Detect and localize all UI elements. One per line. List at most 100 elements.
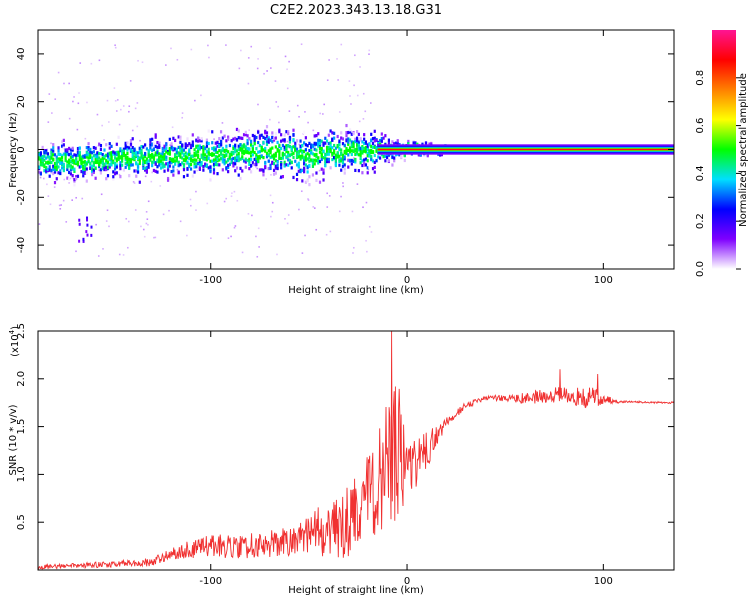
spectrogram-cell [87,159,90,164]
spectrogram-cell [69,148,72,152]
spectrogram-cell [168,209,170,212]
spectrogram-cell [214,157,217,161]
spectrogram-cell [128,158,131,163]
spectrogram-cell [348,158,352,163]
spectrogram-cell [124,165,127,169]
spectrogram-cell [79,62,82,64]
spectrogram-cell [92,164,95,168]
spectrogram-cell [57,71,60,74]
spectrogram-cell [370,138,373,143]
spectrogram-cell [424,141,428,145]
spectrogram-x-tick-label: 0 [404,275,410,286]
spectrogram-cell [101,162,104,166]
spectrogram-cell [297,155,300,159]
spectrogram-cell [82,168,85,172]
spectrogram-cell [241,149,244,153]
spectrogram-cell [340,148,343,152]
spectrogram-cell [251,133,254,138]
spectrogram-cell [76,128,79,131]
spectrogram-cell [170,145,173,150]
spectrogram-cell [126,163,129,167]
spectrogram-cell [54,98,57,100]
spectrogram-cell [75,156,78,161]
spectrogram-cell [265,155,269,159]
spectrogram-cell [151,148,154,152]
spectrogram-cell [242,159,246,163]
spectrogram-cell [89,153,92,157]
spectrogram-cell [281,143,284,148]
spectrogram-cell [336,151,339,156]
spectrogram-cell [147,149,150,153]
spectrogram-cell [311,158,315,162]
spectrogram-cell [179,146,182,150]
spectrogram-cell [188,156,191,161]
spectrogram-cell [242,144,246,148]
spectrogram-cell [124,153,127,158]
spectrogram-cell [378,138,382,143]
spectrogram-cell [110,163,113,167]
spectrogram-cell [342,185,344,188]
spectrogram-cell [179,163,182,167]
spectrogram-cell [119,163,122,168]
spectrogram-cell [147,165,150,169]
spectrogram-cell [396,139,399,143]
spectrogram-cell [230,157,233,161]
spectrogram-cell [96,151,99,155]
spectrogram-cell [138,146,141,150]
spectrogram-cell [288,137,292,141]
spectrogram-cell [225,153,228,157]
spectrogram-cell [382,155,385,159]
spectrogram-cell [75,176,78,180]
spectrogram-cell [108,165,111,169]
spectrogram-cell [103,139,105,141]
spectrogram-cell [345,146,348,151]
spectrogram-cell [255,147,258,151]
spectrogram-cell [149,141,152,145]
spectrogram-cell [345,123,348,128]
spectrogram-cell [352,132,355,136]
spectrogram-cell [352,246,355,249]
spectrogram-cell [200,145,203,150]
spectrogram-cell [246,150,249,155]
spectrogram-cell [119,175,122,179]
spectrogram-cell [209,152,212,157]
spectrogram-cell [112,150,115,154]
spectrogram-cell [87,142,90,146]
spectrogram-cell [73,96,75,98]
spectrogram-cell [225,44,227,46]
spectrogram-cell [191,143,194,147]
spectrogram-cell [188,164,191,169]
spectrogram-cell [271,146,274,150]
spectrogram-cell [257,103,259,106]
spectrogram-cell [359,161,362,165]
spectrogram-cell [378,156,382,160]
spectrogram-cell [317,144,320,148]
spectrogram-cell [151,160,154,164]
spectrogram-cell [55,155,58,159]
spectrogram-cell [195,145,198,149]
spectrogram-cell [352,145,355,149]
spectrogram-cell [50,142,52,145]
spectrogram-cell [347,130,350,135]
snr-x-axis-label: Height of straight line (km) [288,585,424,596]
spectrogram-cell [105,177,108,181]
spectrogram-cell [232,151,235,155]
spectrogram-cell [168,147,171,152]
spectrogram-cell [92,150,95,154]
spectrogram-cell [398,153,401,157]
spectrogram-cell [184,142,187,146]
spectrogram-cell [71,174,74,178]
spectrogram-cell [211,141,214,145]
spectrogram-cell [80,164,83,169]
spectrogram-cell [156,140,159,145]
spectrogram-cell [274,171,277,175]
spectrogram-cell [48,161,51,165]
spectrogram-cell [236,199,239,202]
spectrogram-cell [262,173,265,177]
spectrogram-cell [318,169,321,172]
spectrogram-cell [124,146,127,150]
spectrogram-cell [326,79,329,82]
spectrogram-cell [356,138,359,142]
spectrogram-cell [336,58,338,60]
